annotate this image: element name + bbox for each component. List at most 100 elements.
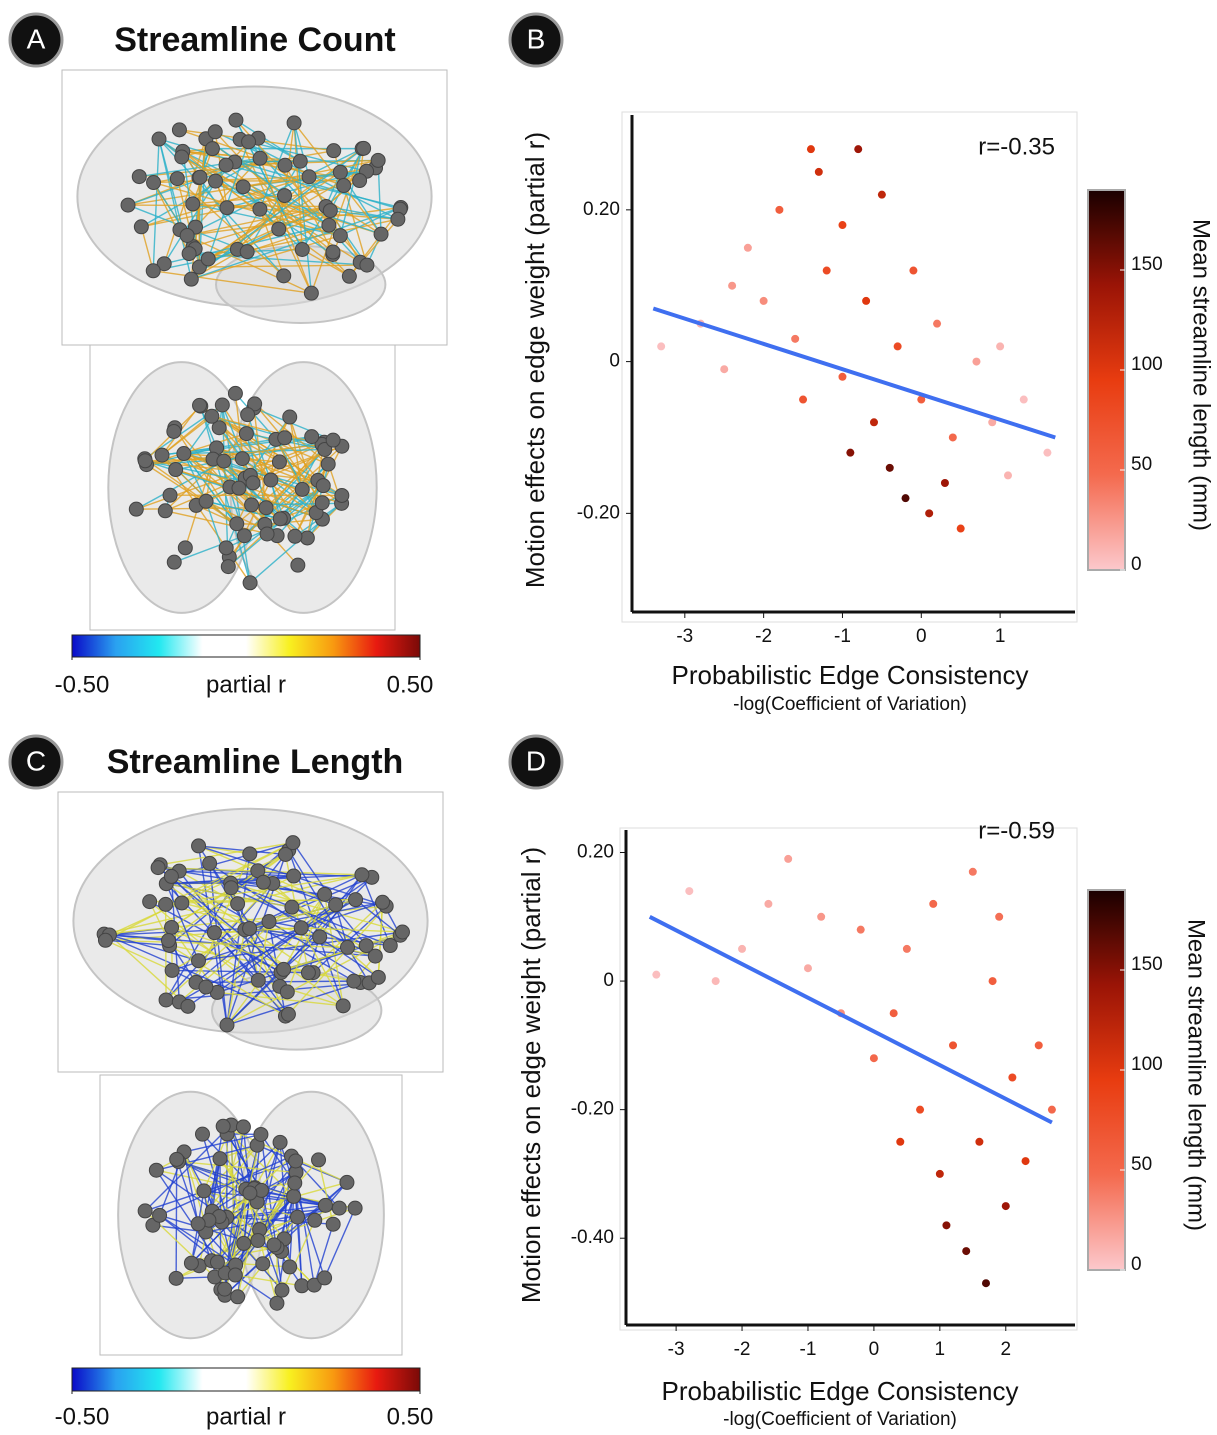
colorbar-label: partial r (206, 671, 286, 698)
panel-title: Streamline Length (107, 743, 404, 781)
x-axis-label: Probabilistic Edge Consistency (672, 660, 1029, 690)
brain-node (157, 503, 173, 519)
brain-node (223, 880, 239, 896)
colorbar-tick-label: 150 (1131, 254, 1163, 275)
brain-node (120, 197, 136, 213)
point (799, 395, 808, 404)
brain-node (209, 1254, 225, 1270)
point (933, 319, 942, 328)
brain-node (390, 211, 406, 227)
brain-node (341, 268, 357, 284)
brain-edge (253, 407, 334, 441)
panel-badge (8, 734, 64, 790)
panel-label: D (526, 745, 546, 776)
brain-node (326, 143, 342, 159)
brain-edge (248, 883, 274, 929)
brain-edge (307, 901, 384, 974)
point (759, 296, 768, 305)
brain-node (339, 1174, 355, 1190)
panel-label: B (527, 23, 546, 54)
y-tick-label: -0.20 (571, 1099, 614, 1120)
brain-node (290, 557, 306, 573)
brain-edge (283, 936, 321, 970)
brain-node (177, 540, 193, 556)
brain-node (280, 1006, 296, 1022)
brain-node (181, 246, 197, 262)
brain-edge (153, 270, 312, 294)
brain-edge (201, 1133, 255, 1190)
point (817, 912, 826, 921)
brain-edge (237, 1247, 278, 1298)
brain-edge (339, 148, 363, 236)
x-axis-sublabel: -log(Coefficient of Variation) (723, 1409, 957, 1430)
brain-node (325, 244, 341, 260)
colorbar-tick-label: 100 (1131, 1054, 1163, 1075)
brain-edge (295, 1172, 315, 1286)
brain-node (217, 1281, 233, 1297)
brain-node (241, 134, 257, 150)
brain-edge (169, 944, 286, 1017)
brain-edge (156, 1169, 246, 1190)
brain-node (192, 169, 208, 185)
brain-edge (259, 158, 313, 294)
colorbar-tick-label: 50 (1131, 454, 1152, 475)
brain-edge (103, 933, 289, 1015)
brain-node (154, 447, 170, 463)
brain-node (235, 1119, 251, 1135)
brain-node (258, 500, 274, 516)
brain-node (375, 894, 391, 910)
brain-node (394, 924, 410, 940)
brain-edge (201, 1133, 228, 1218)
brain-node (325, 432, 341, 448)
x-tick-label: -3 (668, 1339, 685, 1360)
brain-node (174, 895, 190, 911)
brain-node (252, 201, 268, 217)
brain-edge (192, 194, 285, 205)
point (869, 1054, 878, 1063)
brain-node (317, 1197, 333, 1213)
brain-edge (355, 899, 401, 936)
brain-node (253, 1126, 269, 1142)
brain-node (163, 868, 179, 884)
brain-node (160, 933, 176, 949)
y-axis-label: Motion effects on edge weight (partial r… (516, 847, 546, 1303)
brain-edge (171, 929, 246, 972)
y-tick-label: 0 (609, 351, 620, 372)
brain-edge (306, 442, 325, 539)
point (806, 145, 815, 154)
brain-node (218, 157, 234, 173)
point (1034, 1041, 1043, 1050)
brain-edge (211, 415, 323, 446)
brain-node (356, 140, 372, 156)
point (720, 365, 729, 374)
point (995, 912, 1004, 921)
brain-edge (182, 150, 360, 182)
brain-node (286, 115, 302, 131)
brain-node (332, 228, 348, 244)
brain-edge (234, 1274, 278, 1304)
point (854, 145, 863, 154)
point (909, 266, 918, 275)
panel-label: A (27, 23, 46, 54)
brain-edge (105, 939, 173, 972)
brain-node (202, 855, 218, 871)
brain-node (211, 420, 227, 436)
fit-line (648, 915, 1053, 1125)
brain-node (238, 426, 254, 442)
brain-node (236, 528, 252, 544)
colorbar-label: Mean streamline length (mm) (1183, 919, 1210, 1231)
brain-edge (276, 485, 324, 537)
brain-edge (226, 929, 246, 1026)
colorbar-label: partial r (206, 1403, 286, 1430)
point (657, 342, 666, 351)
point (1043, 448, 1052, 457)
brain-edge (157, 867, 285, 970)
x-tick-label: -3 (676, 626, 693, 647)
point (862, 296, 871, 305)
brain-node (194, 1126, 210, 1142)
brain-node (219, 1017, 235, 1033)
brain-node (278, 846, 294, 862)
point (968, 867, 977, 876)
point (948, 433, 957, 442)
y-tick-label: -0.20 (577, 502, 620, 523)
